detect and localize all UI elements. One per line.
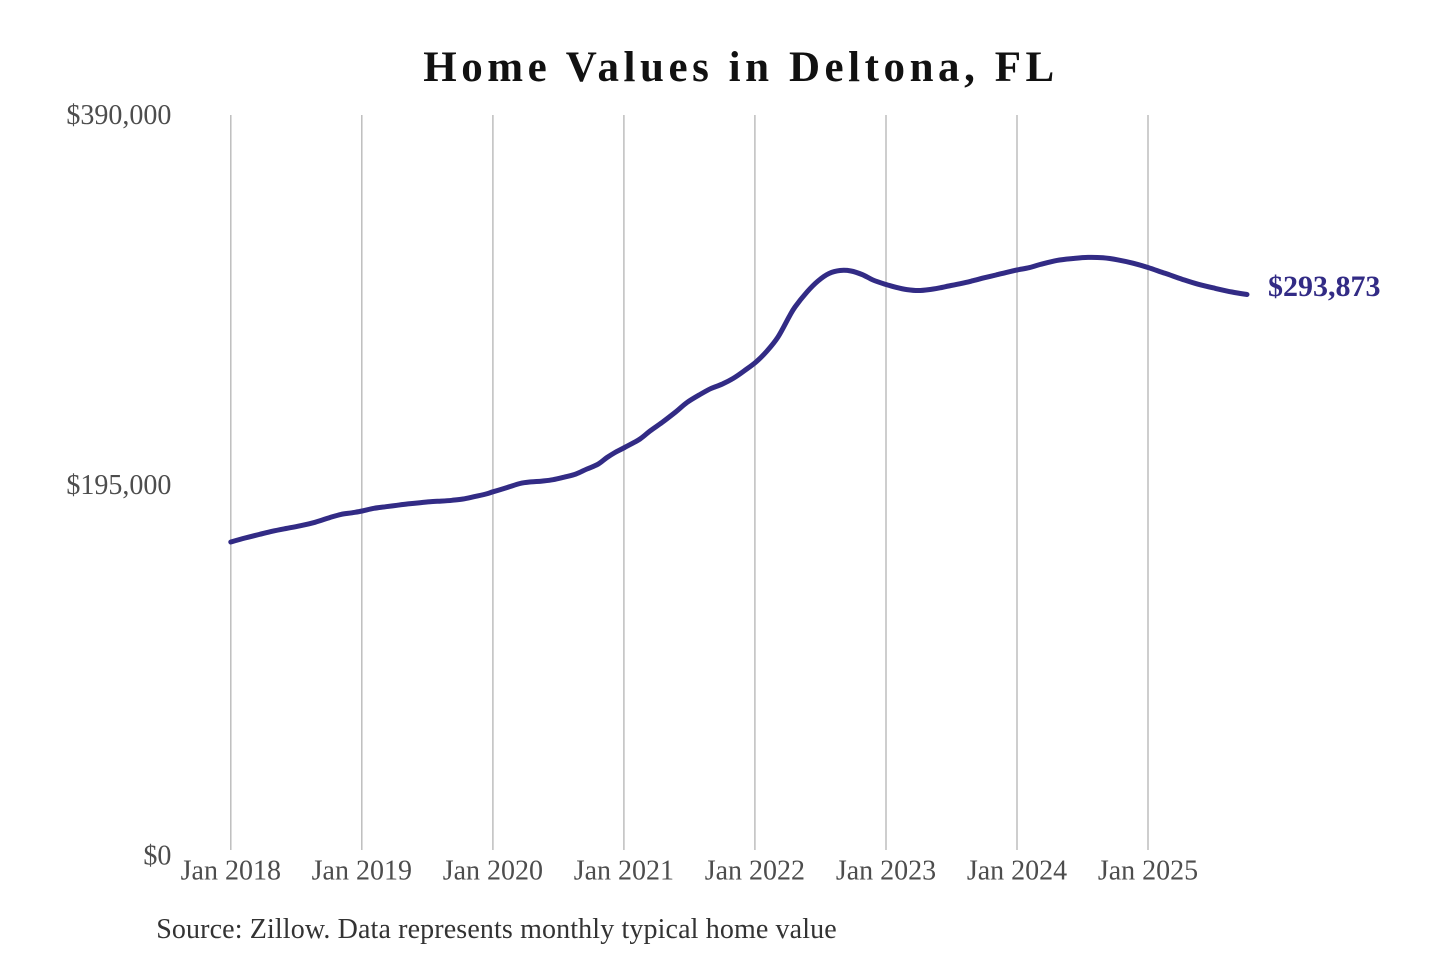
svg-text:Jan 2025: Jan 2025 xyxy=(1098,856,1198,887)
svg-text:$195,000: $195,000 xyxy=(66,470,171,501)
svg-text:Jan 2020: Jan 2020 xyxy=(443,856,543,887)
svg-text:Jan 2024: Jan 2024 xyxy=(967,856,1067,887)
svg-text:Jan 2022: Jan 2022 xyxy=(705,856,805,887)
svg-text:Jan 2023: Jan 2023 xyxy=(836,856,936,887)
svg-text:Home Values in Deltona, FL: Home Values in Deltona, FL xyxy=(423,44,1059,91)
svg-text:Jan 2018: Jan 2018 xyxy=(181,856,281,887)
svg-text:$390,000: $390,000 xyxy=(66,100,171,131)
svg-text:Jan 2019: Jan 2019 xyxy=(312,856,412,887)
svg-text:Source: Zillow. Data represent: Source: Zillow. Data represents monthly … xyxy=(156,914,837,945)
svg-text:Jan 2021: Jan 2021 xyxy=(574,856,674,887)
svg-text:$0: $0 xyxy=(143,840,171,871)
svg-text:$293,873: $293,873 xyxy=(1268,270,1381,303)
